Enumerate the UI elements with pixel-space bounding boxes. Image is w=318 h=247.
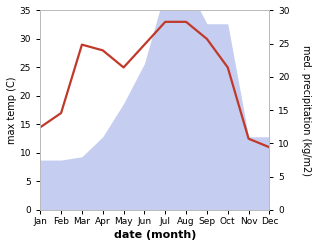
Y-axis label: med. precipitation (kg/m2): med. precipitation (kg/m2)	[301, 45, 311, 176]
X-axis label: date (month): date (month)	[114, 230, 196, 240]
Y-axis label: max temp (C): max temp (C)	[7, 76, 17, 144]
